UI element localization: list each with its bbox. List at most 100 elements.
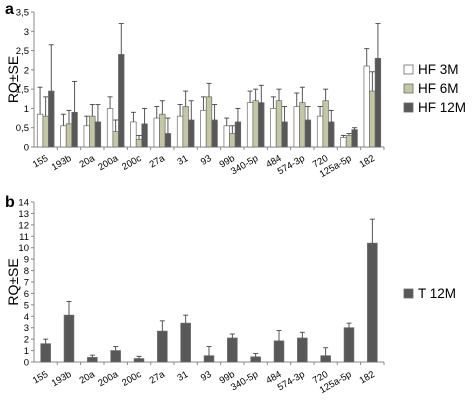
chart-b-bar [110, 350, 121, 363]
chart-b-bar [87, 357, 98, 363]
chart-a-bar [252, 100, 259, 148]
chart-a-y-axis-title: RQ±SE [5, 56, 21, 103]
chart-b-bar [367, 242, 378, 363]
chart-b-legend-swatch [403, 288, 414, 299]
chart-a-bar [42, 115, 49, 148]
chart-b-x-tick-label: 155 [31, 369, 50, 386]
chart-b-y-tick-label: 4 [24, 312, 29, 323]
chart-a-bar [188, 119, 195, 148]
chart-b-x-tick-label: 200a [96, 369, 120, 389]
chart-a-x-tick-label: 200a [96, 153, 120, 173]
chart-b-x-tick-label: 182 [358, 369, 377, 386]
chart-a-bar [118, 54, 125, 148]
chart-a-bar [205, 96, 213, 148]
chart-a-bar [322, 100, 329, 148]
chart-a-bar [275, 100, 283, 148]
chart-a-bar [270, 108, 277, 148]
chart-a-bar [106, 108, 114, 148]
chart-a-x-tick-label: 182 [358, 153, 377, 170]
chart-b-y-axis-title: RQ±SE [5, 258, 21, 305]
chart-a-bar [246, 102, 254, 148]
chart-b-x-tick-label: 31 [176, 369, 191, 384]
chart-b-panel-label: b [5, 194, 15, 211]
chart-b-bar [250, 356, 261, 363]
chart-a-bar [223, 125, 230, 148]
chart-a-bar [112, 131, 119, 148]
chart-b-y-tick-label: 1 [24, 346, 29, 357]
chart-a-bar [369, 90, 376, 148]
chart-b-bar [227, 337, 238, 363]
chart-b-y-tick-label: 0 [24, 358, 29, 369]
chart-b-y-tick-label: 10 [18, 243, 29, 254]
chart-a-bar [363, 65, 370, 148]
chart-a-bar [141, 123, 148, 148]
chart-a-bar [176, 115, 184, 148]
chart-a-y-tick-label: 2,5 [16, 46, 29, 57]
chart-a-bar [229, 133, 236, 148]
chart-b-legend-label: T 12M [418, 286, 456, 301]
chart-b-bar [133, 358, 145, 363]
chart-a-bar [164, 133, 172, 148]
chart-a-x-tick-label: 27a [148, 153, 168, 171]
chart-b-y-tick-label: 14 [18, 198, 29, 209]
chart-a-bar [211, 119, 218, 148]
chart-b-y-tick-label: 9 [24, 255, 29, 266]
chart-a-bar [83, 125, 90, 148]
chart-a-bar [135, 138, 143, 148]
chart-a-y-tick-label: 1,5 [16, 85, 29, 96]
chart-a-bar [153, 117, 160, 148]
chart-b-x-tick-label: 574-3p [276, 369, 307, 393]
chart-a-bar [89, 115, 96, 148]
chart-a-bar [328, 121, 335, 148]
chart-a-x-tick-label: 93 [199, 153, 214, 168]
chart-b-bar [203, 355, 215, 363]
chart-a-bar [182, 106, 189, 148]
chart-a-bar [345, 135, 353, 148]
chart-a-legend-swatch [403, 102, 414, 113]
chart-a-x-tick-label: 574-3p [276, 153, 307, 177]
chart-b-bar [297, 337, 308, 363]
chart-a-y-tick-label: 1 [24, 104, 29, 115]
chart-b-bar [343, 327, 355, 363]
chart-a-legend-label: HF 6M [418, 81, 459, 96]
chart-a-bar [60, 125, 67, 148]
chart-b-y-tick-label: 2 [24, 335, 29, 346]
chart-a-bar [94, 121, 102, 148]
chart-a-legend-swatch [403, 83, 414, 94]
chart-a-y-tick-label: 2 [24, 65, 29, 76]
chart-b-bar [320, 355, 331, 363]
chart-a-y-tick-label: 0,5 [16, 123, 29, 134]
chart-a-y-tick-label: 3 [24, 27, 29, 38]
chart-a-bar [200, 110, 207, 148]
chart-a-x-tick-label: 20a [78, 153, 98, 171]
chart-a-y-tick-label: 3,5 [16, 8, 29, 19]
chart-a-bar [281, 121, 288, 148]
chart-b-x-tick-label: 193b [50, 369, 74, 389]
chart-a-bar [48, 90, 55, 148]
chart-a-bar [374, 57, 382, 148]
chart-a-x-tick-label: 200c [120, 153, 144, 173]
chart-a-bar [130, 121, 137, 148]
chart-b-bar [157, 330, 168, 363]
chart-a-bar [258, 102, 265, 148]
chart-a-bar [304, 119, 312, 148]
chart-b-bar [63, 314, 75, 363]
chart-b-x-tick-label: 20a [78, 369, 98, 387]
chart-a-x-tick-label: 193b [50, 153, 74, 173]
chart-a-bar [234, 121, 242, 148]
chart-a-y-tick-label: 0 [24, 143, 29, 154]
chart-a-bar [65, 123, 73, 148]
chart-b-y-tick-label: 13 [18, 209, 29, 220]
chart-a-bar [351, 129, 358, 148]
chart-b-x-tick-label: 93 [199, 369, 214, 384]
chart-b-x-tick-label: 200c [120, 369, 144, 389]
chart-b-y-tick-label: 7 [24, 278, 29, 289]
chart-b-y-tick-label: 12 [18, 220, 29, 231]
chart-a-legend-label: HF 12M [418, 100, 466, 115]
chart-b-bar [180, 322, 191, 363]
chart-a-legend-label: HF 3M [418, 62, 459, 77]
chart-b-y-tick-label: 6 [24, 289, 29, 300]
chart-b-y-tick-label: 3 [24, 323, 29, 334]
chart-a-x-tick-label: 340-5p [229, 153, 260, 177]
